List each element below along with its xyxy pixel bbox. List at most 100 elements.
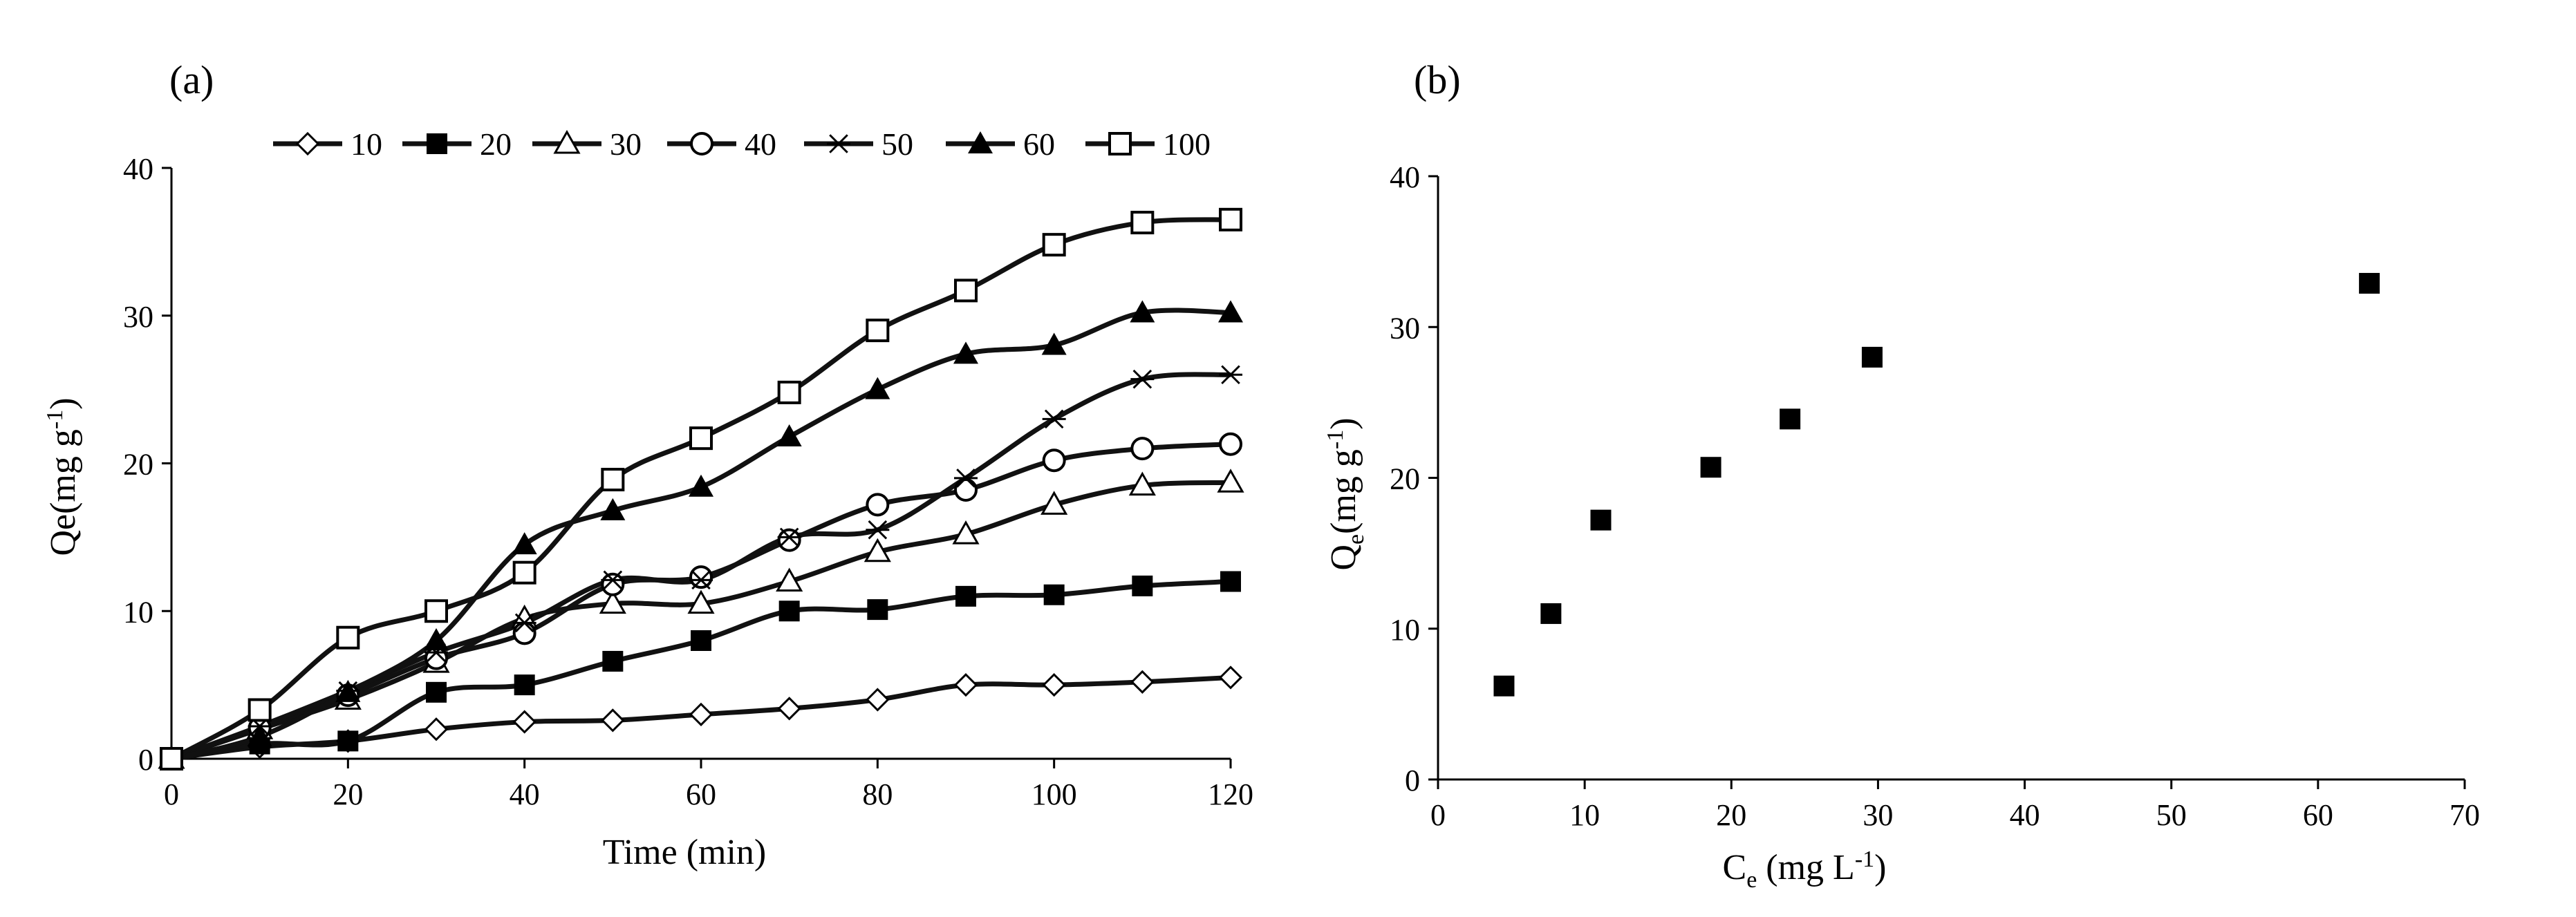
data-point-40 — [954, 478, 978, 502]
panel-a-x-tick-label: 100 — [1032, 777, 1077, 811]
data-point-30 — [1217, 469, 1244, 493]
data-point-100 — [424, 599, 448, 623]
data-point-20 — [1220, 571, 1241, 592]
panel-b-y-tick-label: 30 — [1390, 311, 1420, 345]
data-point-60 — [689, 474, 713, 497]
data-point-50 — [1130, 369, 1155, 389]
panel-a-y-tick-label: 10 — [123, 595, 153, 629]
data-point-50 — [1219, 365, 1242, 385]
data-point-60 — [776, 424, 802, 447]
data-point-100 — [866, 319, 890, 343]
data-point-50 — [866, 520, 890, 540]
panel-b-label: (b) — [1414, 57, 1461, 102]
data-point-40 — [601, 572, 625, 596]
data-point-10 — [1130, 670, 1155, 694]
data-point-100 — [954, 278, 978, 303]
legend-label-50: 50 — [881, 126, 913, 162]
legend-label-30: 30 — [610, 126, 642, 162]
data-point-20 — [602, 650, 624, 672]
data-point-10 — [1042, 673, 1066, 697]
legend-marker-50 — [827, 134, 850, 153]
data-point-50 — [689, 570, 713, 590]
data-point-10 — [424, 717, 449, 741]
panel-a-x-tick-label: 0 — [164, 777, 179, 811]
data-point-30 — [599, 589, 626, 614]
legend-marker-100 — [1108, 132, 1132, 155]
data-point-100 — [1130, 211, 1155, 235]
data-point-50 — [1042, 409, 1066, 429]
data-point-20 — [955, 585, 976, 607]
panel-a-y-tick-label: 30 — [123, 300, 153, 334]
legend-marker-40 — [690, 132, 713, 155]
panel-b-x-tick-label: 50 — [2156, 798, 2187, 832]
panel-b-x-tick-label: 40 — [2010, 798, 2040, 832]
panel-b-points — [1493, 272, 2380, 697]
data-point-20 — [514, 674, 535, 696]
legend-label-100: 100 — [1163, 126, 1211, 162]
data-point-50 — [512, 613, 536, 633]
panel-b-x-tick-label: 60 — [2303, 798, 2333, 832]
isotherm-point — [1861, 346, 1883, 368]
data-point-30 — [1040, 491, 1068, 515]
panel-b-x-tick-label: 30 — [1863, 798, 1893, 832]
data-point-20 — [691, 630, 711, 651]
panel-a-x-ticks: 0 20 40 60 80 100 120 — [164, 759, 1253, 811]
data-point-50 — [777, 527, 801, 547]
panel-a-legend: 10 20 30 40 50 60 100 — [273, 126, 1211, 162]
panel-a-y-tick-label: 20 — [123, 448, 153, 482]
data-point-30 — [1128, 471, 1156, 496]
panel-b-x-ticks: 0 10 20 30 40 50 60 70 — [1430, 779, 2480, 832]
data-point-100 — [1042, 233, 1066, 257]
panel-b-x-tick-label: 10 — [1569, 798, 1600, 832]
data-point-100 — [336, 625, 360, 650]
panel-b-y-axis-label: Qe(mg g-1) — [1323, 417, 1369, 570]
panel-a-series-markers — [158, 207, 1244, 771]
isotherm-point — [1700, 457, 1721, 478]
data-point-100 — [160, 747, 183, 771]
data-point-40 — [1219, 432, 1242, 456]
data-point-10 — [777, 697, 801, 721]
data-point-100 — [689, 426, 713, 451]
data-point-10 — [1218, 665, 1243, 690]
data-point-30 — [687, 589, 715, 614]
legend-label-10: 10 — [351, 126, 382, 162]
data-point-10 — [512, 710, 536, 734]
data-point-20 — [778, 601, 800, 622]
series-line-60 — [171, 308, 1231, 762]
panel-a-y-tick-label: 40 — [123, 152, 153, 186]
data-point-60 — [512, 532, 537, 555]
panel-b-x-tick-label: 70 — [2449, 798, 2480, 832]
panel-b-y-ticks: 0 10 20 30 40 — [1390, 160, 1438, 797]
data-point-50 — [601, 570, 625, 590]
data-point-40 — [866, 493, 890, 517]
data-point-60 — [1041, 332, 1067, 355]
legend-label-20: 20 — [480, 126, 512, 162]
panel-a-x-tick-label: 120 — [1208, 777, 1253, 811]
legend-marker-10 — [295, 131, 320, 156]
panel-b-x-axis-label: Ce (mg L-1) — [1723, 847, 1887, 893]
data-point-40 — [1042, 448, 1066, 473]
panel-b-x-tick-label: 20 — [1716, 798, 1746, 832]
data-point-60 — [953, 341, 978, 364]
legend-marker-60 — [968, 131, 993, 153]
data-point-60 — [335, 679, 361, 702]
data-point-100 — [601, 468, 625, 492]
data-point-60 — [600, 498, 626, 520]
data-point-20 — [1043, 584, 1065, 605]
panel-a-axes — [170, 168, 1231, 760]
panel-b-axes — [1437, 176, 2465, 781]
data-point-40 — [512, 621, 536, 645]
panel-b-y-tick-label: 20 — [1390, 462, 1420, 496]
panel-a-y-tick-label: 0 — [138, 743, 153, 777]
data-point-30 — [952, 520, 980, 545]
isotherm-point — [1540, 603, 1562, 624]
data-point-100 — [1219, 207, 1242, 231]
legend-marker-30 — [553, 129, 581, 154]
data-point-40 — [777, 528, 801, 552]
data-point-50 — [954, 469, 978, 488]
panel-b-y-tick-label: 0 — [1405, 764, 1420, 797]
data-point-100 — [248, 698, 272, 722]
data-point-60 — [424, 628, 449, 650]
data-point-10 — [689, 702, 713, 726]
data-point-40 — [689, 565, 713, 589]
